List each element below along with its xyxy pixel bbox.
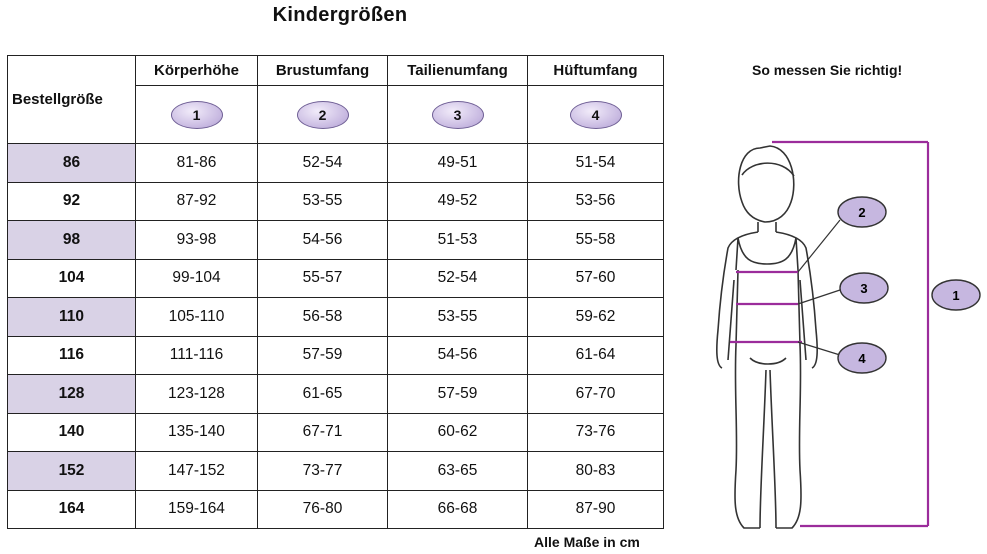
page-title: Kindergrößen [272,4,408,26]
value-cell: 123-128 [135,374,258,414]
table-row: 152 147-152 73-77 63-65 80-83 [7,451,664,491]
size-cell: 164 [7,489,136,529]
table-row: 128 123-128 61-65 57-59 67-70 [7,374,664,414]
size-cell: 128 [7,374,136,414]
value-cell: 93-98 [135,220,258,260]
value-cell: 76-80 [257,489,388,529]
value-cell: 52-54 [257,143,388,183]
value-cell: 59-62 [527,297,664,337]
measure-lines [730,140,930,528]
table-row: 92 87-92 53-55 49-52 53-56 [7,181,664,221]
value-cell: 87-90 [527,489,664,529]
header-hip: Hüftumfang [527,55,664,86]
value-cell: 52-54 [387,258,528,298]
value-cell: 49-51 [387,143,528,183]
size-cell: 116 [7,335,136,375]
marker-1: 1 [952,288,959,303]
value-cell: 135-140 [135,412,258,452]
value-cell: 63-65 [387,451,528,491]
value-cell: 54-56 [387,335,528,375]
value-cell: 53-56 [527,181,664,221]
badge-3: 3 [431,100,484,129]
unit-note: Alle Maße in cm [534,534,640,550]
value-cell: 67-70 [527,374,664,414]
value-cell: 80-83 [527,451,664,491]
value-cell: 55-58 [527,220,664,260]
value-cell: 55-57 [257,258,388,298]
value-cell: 51-53 [387,220,528,260]
value-cell: 49-52 [387,181,528,221]
value-cell: 61-64 [527,335,664,375]
table-row: 140 135-140 67-71 60-62 73-76 [7,412,664,452]
size-cell: 140 [7,412,136,452]
value-cell: 111-116 [135,335,258,375]
marker-4: 4 [858,351,866,366]
table-row: 104 99-104 55-57 52-54 57-60 [7,258,664,298]
figure-heading: So messen Sie richtig! [752,62,903,78]
child-silhouette [716,145,818,529]
value-cell: 147-152 [135,451,258,491]
value-cell: 81-86 [135,143,258,183]
header-chest: Brustumfang [257,55,388,86]
value-cell: 57-60 [527,258,664,298]
value-cell: 105-110 [135,297,258,337]
value-cell: 61-65 [257,374,388,414]
badge-4: 4 [569,100,622,129]
badge-cell-3: 3 [387,85,528,144]
table-row: 116 111-116 57-59 54-56 61-64 [7,335,664,375]
header-order-size: Bestellgröße [7,55,136,144]
size-cell: 104 [7,258,136,298]
value-cell: 67-71 [257,412,388,452]
size-cell: 92 [7,181,136,221]
badge-cell-1: 1 [135,85,258,144]
size-cell: 98 [7,220,136,260]
value-cell: 73-76 [527,412,664,452]
value-cell: 57-59 [257,335,388,375]
table-row: 164 159-164 76-80 66-68 87-90 [7,489,664,529]
leader-lines [797,219,841,356]
badge-cell-2: 2 [257,85,388,144]
header-waist: Tailienumfang [387,55,528,86]
value-cell: 73-77 [257,451,388,491]
value-cell: 54-56 [257,220,388,260]
child-figure: 2 3 4 1 [716,140,981,529]
value-cell: 87-92 [135,181,258,221]
value-cell: 60-62 [387,412,528,452]
size-cell: 86 [7,143,136,183]
value-cell: 66-68 [387,489,528,529]
value-cell: 159-164 [135,489,258,529]
size-cell: 110 [7,297,136,337]
value-cell: 56-58 [257,297,388,337]
badge-cell-4: 4 [527,85,664,144]
figure-markers: 2 3 4 1 [837,196,981,374]
value-cell: 53-55 [387,297,528,337]
marker-3: 3 [860,281,867,296]
value-cell: 53-55 [257,181,388,221]
marker-2: 2 [858,205,865,220]
badge-2: 2 [296,100,349,129]
value-cell: 57-59 [387,374,528,414]
size-table: Bestellgröße Körperhöhe Brustumfang Tail… [7,55,664,529]
table-row: 86 81-86 52-54 49-51 51-54 [7,143,664,183]
table-row: 98 93-98 54-56 51-53 55-58 [7,220,664,260]
size-rows: 86 81-86 52-54 49-51 51-54 92 87-92 53-55 49-52 5… [7,143,664,529]
table-row: 110 105-110 56-58 53-55 59-62 [7,297,664,337]
value-cell: 51-54 [527,143,664,183]
header-height: Körperhöhe [135,55,258,86]
value-cell: 99-104 [135,258,258,298]
size-cell: 152 [7,451,136,491]
badge-1: 1 [170,100,223,129]
